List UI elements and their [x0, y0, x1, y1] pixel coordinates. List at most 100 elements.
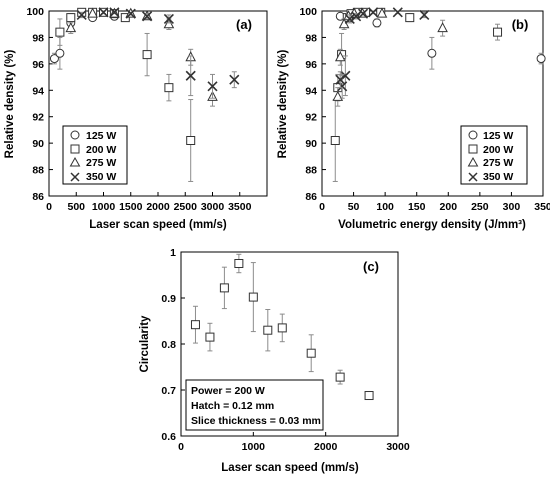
y-tick-label: 90 — [32, 138, 44, 150]
x-tick-label: 3000 — [201, 201, 225, 213]
legend-circle-marker — [468, 130, 478, 140]
legend-label-350w: 350 W — [86, 171, 116, 183]
y-tick-label: 94 — [32, 85, 44, 97]
legend-entry-275w: 275 W — [467, 156, 513, 169]
x-tick-label: 0 — [46, 201, 52, 213]
x-tick-label: 3000 — [386, 441, 410, 453]
y-tick-label: 88 — [32, 165, 44, 177]
point-series — [190, 320, 200, 330]
legend-entry-125w: 125 W — [70, 130, 116, 142]
data-marks-b — [330, 7, 546, 182]
point-200-w — [142, 50, 152, 60]
x-tick-label: 150 — [408, 201, 426, 213]
y-tick-label: 94 — [305, 85, 317, 97]
point-series — [219, 283, 229, 293]
annotation-frame — [185, 379, 324, 431]
point-350-w — [392, 7, 403, 18]
legend-square-marker — [468, 144, 478, 154]
x-ticks-b: 0 50 100 150 200 250 300 350 — [319, 192, 550, 213]
legend-x-marker — [468, 172, 478, 182]
chart-panel-c: (c) Laser scan speed (mm/s) Circularity … — [139, 247, 410, 474]
annotation-hatch: Hatch = 0.12 mm — [191, 400, 274, 412]
y-axis-label-b: Relative density (%) — [277, 50, 289, 159]
y-tick-label: 100 — [299, 6, 317, 18]
x-tick-label: 350 — [534, 201, 550, 213]
point-125-w — [536, 54, 546, 64]
legend-entry-350w: 350 W — [468, 171, 513, 183]
x-tick-label: 1000 — [242, 441, 266, 453]
point-series — [248, 292, 258, 302]
x-tick-label: 300 — [503, 201, 521, 213]
legend-triangle-marker — [467, 156, 479, 167]
point-350-w — [76, 9, 87, 21]
point-200-w — [405, 13, 415, 23]
point-350-w — [207, 81, 218, 92]
x-tick-label: 1500 — [119, 201, 143, 213]
point-200-w — [493, 27, 503, 37]
chart-panel-a: (a) Laser scan speed (mm/s) Relative den… — [4, 6, 268, 231]
point-350-w — [229, 74, 240, 85]
point-series — [306, 348, 316, 358]
y-tick-label: 1 — [170, 247, 176, 259]
point-350-w — [337, 81, 348, 92]
annotation-box-c: Power = 200 W Hatch = 0.12 mm Slice thic… — [185, 379, 324, 431]
point-125-w — [55, 48, 65, 58]
x-tick-label: 0 — [319, 201, 325, 213]
point-350-w — [109, 7, 120, 18]
point-series — [263, 325, 273, 335]
y-tick-label: 0.9 — [161, 293, 176, 305]
point-200-w — [330, 136, 340, 145]
x-axis-label-c: Laser scan speed (mm/s) — [221, 462, 359, 474]
x-tick-label: 0 — [178, 441, 184, 453]
y-tick-label: 96 — [32, 59, 44, 71]
y-tick-label: 100 — [26, 6, 44, 18]
y-tick-label: 98 — [305, 32, 317, 44]
x-tick-label: 100 — [376, 201, 394, 213]
chart-panel-b: (b) Volumetric energy density (J/mm³) Re… — [277, 6, 550, 231]
x-tick-label: 200 — [440, 201, 458, 213]
legend-label-275w: 275 W — [86, 157, 116, 169]
y-tick-label: 86 — [32, 191, 44, 203]
point-350-w — [185, 70, 196, 81]
point-350-w — [98, 7, 109, 18]
data-marks-a — [49, 7, 240, 182]
x-tick-label: 2000 — [314, 441, 338, 453]
y-axis-label-c: Circularity — [139, 315, 151, 372]
x-ticks-c: 0 1000 2000 3000 — [178, 432, 410, 453]
point-275-w — [65, 22, 77, 33]
x-tick-label: 500 — [67, 201, 85, 213]
y-tick-label: 92 — [305, 112, 317, 124]
y-ticks-b: 86 88 90 92 94 96 98 100 — [299, 6, 326, 203]
legend-entry-275w: 275 W — [69, 156, 116, 169]
legend-label-125w: 125 W — [86, 130, 116, 142]
point-series — [234, 259, 244, 268]
point-350-w — [351, 11, 362, 22]
y-axis-label-a: Relative density (%) — [4, 50, 16, 159]
legend-label-275w: 275 W — [483, 157, 513, 169]
legend-triangle-marker — [69, 156, 81, 167]
y-tick-label: 92 — [32, 112, 44, 124]
point-275-w — [332, 90, 344, 101]
point-350-w — [125, 8, 136, 19]
point-350-w — [163, 13, 174, 24]
x-tick-label: 2500 — [174, 201, 198, 213]
y-tick-label: 0.7 — [161, 385, 176, 397]
point-350-w — [368, 7, 379, 18]
point-200-w — [164, 83, 174, 93]
legend-b: 125 W 200 W 275 W 350 W — [460, 125, 528, 185]
legend-entry-125w: 125 W — [468, 130, 513, 142]
x-tick-label: 50 — [348, 201, 360, 213]
legend-square-marker — [70, 144, 80, 154]
point-275-w — [87, 7, 98, 18]
panel-label-b: (b) — [512, 17, 529, 32]
y-tick-label: 96 — [305, 59, 317, 71]
annotation-slice-thickness: Slice thickness = 0.03 mm — [191, 415, 321, 427]
point-series — [277, 323, 287, 333]
legend-x-marker — [70, 172, 80, 182]
annotation-power: Power = 200 W — [191, 385, 265, 397]
panel-label-c: (c) — [363, 259, 379, 274]
legend-label-200w: 200 W — [483, 144, 513, 156]
point-series — [205, 332, 215, 342]
point-350-w — [357, 8, 369, 19]
